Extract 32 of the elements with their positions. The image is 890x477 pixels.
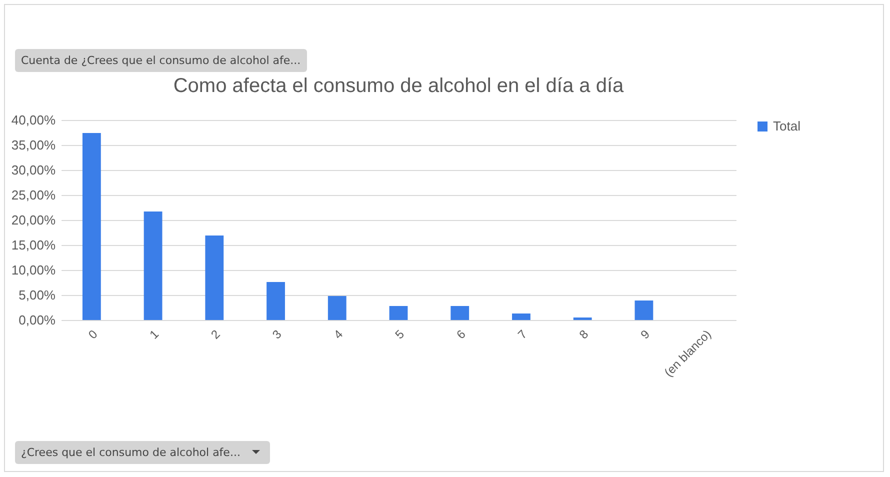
x-tick-label: 8 bbox=[576, 326, 592, 342]
x-tick-label: 7 bbox=[515, 326, 530, 342]
y-tick-label: 5,00% bbox=[18, 288, 56, 302]
y-tick-label: 15,00% bbox=[11, 238, 56, 252]
bar bbox=[266, 282, 285, 320]
bar bbox=[634, 300, 654, 320]
x-tick-label: 0 bbox=[86, 326, 100, 342]
x-tick-label: 4 bbox=[330, 326, 346, 342]
bar bbox=[389, 306, 408, 320]
field-button: Cuenta de ¿Crees que el consumo de alcohol afe... bbox=[15, 49, 307, 72]
y-tick-label: 10,00% bbox=[11, 262, 56, 278]
y-tick-label: 30,00% bbox=[11, 162, 56, 178]
y-tick-label: 35,00% bbox=[11, 138, 56, 152]
y-tick-label: 0,00% bbox=[18, 312, 56, 328]
x-tick-label: 5 bbox=[392, 326, 408, 342]
legend-label: Total bbox=[773, 118, 801, 134]
field-dropdown: ¿Crees que el consumo de alcohol afe... bbox=[15, 441, 270, 464]
bar bbox=[205, 236, 224, 320]
x-tick-label: 2 bbox=[208, 326, 224, 342]
x-tick-label: 3 bbox=[270, 326, 284, 342]
bar bbox=[144, 212, 162, 320]
bar bbox=[450, 306, 470, 320]
bar bbox=[512, 314, 530, 320]
y-tick-label: 25,00% bbox=[11, 188, 56, 202]
y-tick-label: 40,00% bbox=[11, 112, 56, 128]
x-tick-label: 9 bbox=[638, 326, 653, 342]
bar bbox=[82, 133, 101, 320]
bar bbox=[328, 296, 346, 320]
x-tick-label: 1 bbox=[146, 326, 162, 342]
y-tick-label: 20,00% bbox=[11, 212, 56, 228]
x-tick-label: 6 bbox=[454, 326, 469, 342]
chart-title: Como afecta el consumo de alcohol en el día a día bbox=[173, 75, 625, 97]
